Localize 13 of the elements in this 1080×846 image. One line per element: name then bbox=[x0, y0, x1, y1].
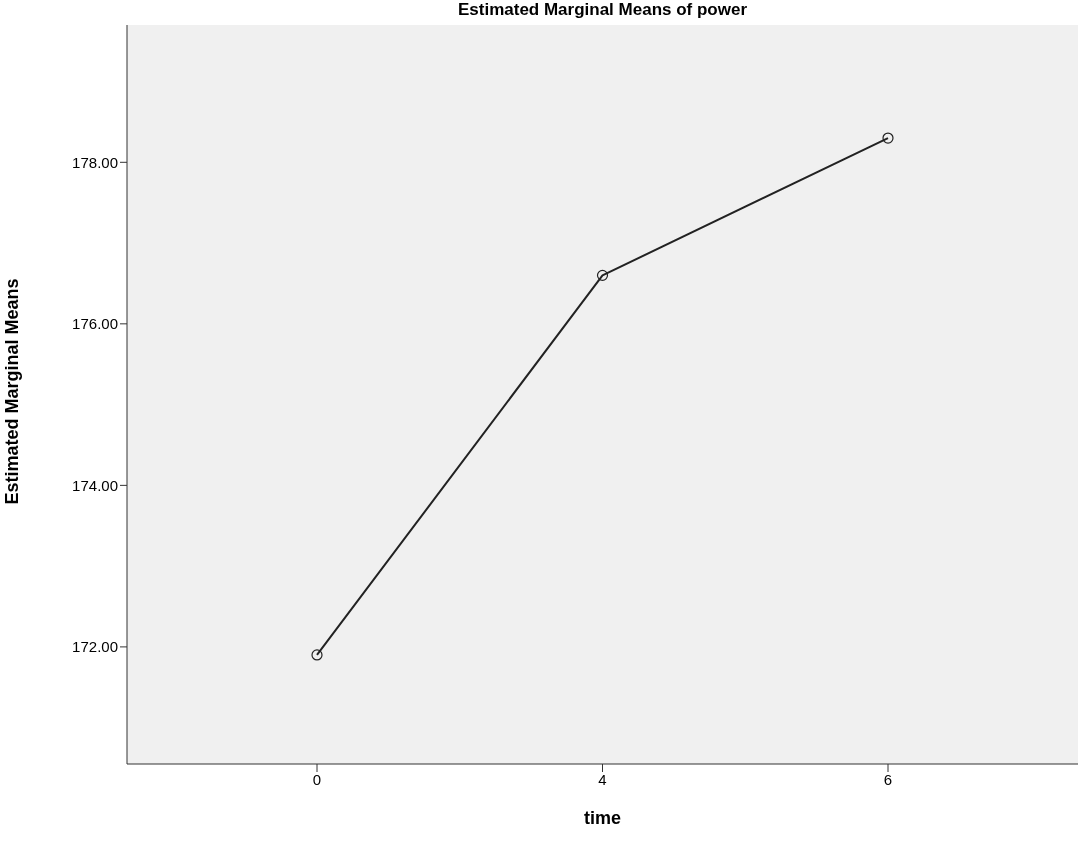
x-tick-label: 6 bbox=[883, 770, 893, 788]
point bbox=[882, 132, 894, 144]
chart-title: Estimated Marginal Means of power bbox=[456, 0, 749, 20]
x-tick-label: 0 bbox=[312, 770, 322, 788]
y-tick-label: 174.00 bbox=[72, 476, 118, 494]
y-tick-label: 178.00 bbox=[72, 153, 118, 171]
y-axis-title: Estimated Marginal Means bbox=[2, 278, 23, 505]
y-tick-label: 176.00 bbox=[72, 315, 118, 333]
point bbox=[596, 269, 609, 281]
y-tick-label: 172.00 bbox=[72, 638, 118, 656]
x-axis-title: time bbox=[583, 808, 622, 828]
point bbox=[311, 649, 323, 661]
x-tick-label: 4 bbox=[598, 770, 607, 788]
